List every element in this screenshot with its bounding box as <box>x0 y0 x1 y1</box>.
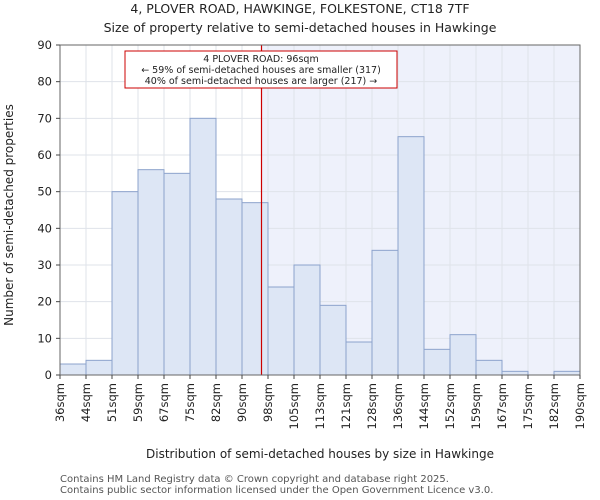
x-tick-label: 36sqm <box>53 383 67 422</box>
y-tick-label: 60 <box>37 148 52 162</box>
x-tick-label: 105sqm <box>287 383 301 429</box>
bar-121sqm <box>345 341 373 376</box>
x-tick-label: 159sqm <box>469 383 483 429</box>
y-tick-label: 0 <box>45 368 52 382</box>
bar-182sqm <box>553 370 581 376</box>
x-tick-label: 128sqm <box>365 383 379 429</box>
x-tick-label: 75sqm <box>183 383 197 422</box>
bar-67sqm <box>163 172 191 376</box>
footer-line-2: Contains public sector information licen… <box>60 485 494 496</box>
chart-subtitle: Size of property relative to semi-detach… <box>104 20 497 35</box>
chart-title: 4, PLOVER ROAD, HAWKINGE, FOLKESTONE, CT… <box>130 1 469 16</box>
bar-152sqm <box>449 334 477 376</box>
annotation-larger: 40% of semi-detached houses are larger (… <box>145 76 378 87</box>
x-tick-label: 59sqm <box>131 383 145 422</box>
bar-51sqm <box>111 191 139 376</box>
x-tick-label: 44sqm <box>79 383 93 422</box>
y-axis-label: Number of semi-detached properties <box>2 104 16 326</box>
x-tick-label: 90sqm <box>235 383 249 422</box>
y-tick-label: 10 <box>37 331 52 345</box>
y-tick-label: 80 <box>37 75 52 89</box>
bar-82sqm <box>215 198 243 376</box>
bar-44sqm <box>85 359 113 376</box>
x-tick-label: 67sqm <box>157 383 171 422</box>
annotation-title: 4 PLOVER ROAD: 96sqm <box>203 54 318 65</box>
x-tick-label: 182sqm <box>547 383 561 429</box>
annotation-smaller: ← 59% of semi-detached houses are smalle… <box>141 65 381 76</box>
annotation-box: 4 PLOVER ROAD: 96sqm ← 59% of semi-detac… <box>124 50 398 89</box>
y-tick-label: 30 <box>37 258 52 272</box>
y-tick-label: 90 <box>37 38 52 52</box>
x-tick-label: 175sqm <box>521 383 535 429</box>
x-tick-label: 190sqm <box>573 383 587 429</box>
bar-136sqm <box>397 136 425 376</box>
bar-98sqm <box>267 286 295 376</box>
bar-159sqm <box>475 359 503 376</box>
x-tick-label: 144sqm <box>417 383 431 429</box>
x-tick-label: 98sqm <box>261 383 275 422</box>
x-tick-label: 167sqm <box>495 383 509 429</box>
x-tick-label: 51sqm <box>105 383 119 422</box>
y-tick-label: 70 <box>37 111 52 125</box>
y-tick-label: 40 <box>37 221 52 235</box>
y-tick-label: 50 <box>37 185 52 199</box>
x-tick-label: 82sqm <box>209 383 223 422</box>
y-axis-ticks: 0 10 20 30 40 50 60 70 80 90 <box>37 38 60 382</box>
x-tick-label: 113sqm <box>313 383 327 429</box>
bar-75sqm <box>189 117 217 376</box>
bar-105sqm <box>293 264 321 376</box>
x-tick-label: 152sqm <box>443 383 457 429</box>
annotation-frame <box>124 50 398 89</box>
bar-144sqm <box>423 348 451 376</box>
bar-36sqm <box>59 363 87 376</box>
x-axis-ticks: 36sqm 44sqm 51sqm 59sqm 67sqm 75sqm 82sqm 90sqm… <box>53 375 587 429</box>
x-tick-label: 121sqm <box>339 383 353 429</box>
x-axis-label: Distribution of semi-detached houses by … <box>146 447 494 461</box>
bar-90sqm <box>241 202 269 376</box>
x-tick-label: 136sqm <box>391 383 405 429</box>
bars-group <box>59 117 581 376</box>
y-tick-label: 20 <box>37 295 52 309</box>
bar-113sqm <box>319 304 347 376</box>
bar-167sqm <box>501 370 529 376</box>
bar-59sqm <box>137 169 165 376</box>
footer-line-1: Contains HM Land Registry data © Crown c… <box>60 474 449 485</box>
bar-128sqm <box>371 249 399 376</box>
